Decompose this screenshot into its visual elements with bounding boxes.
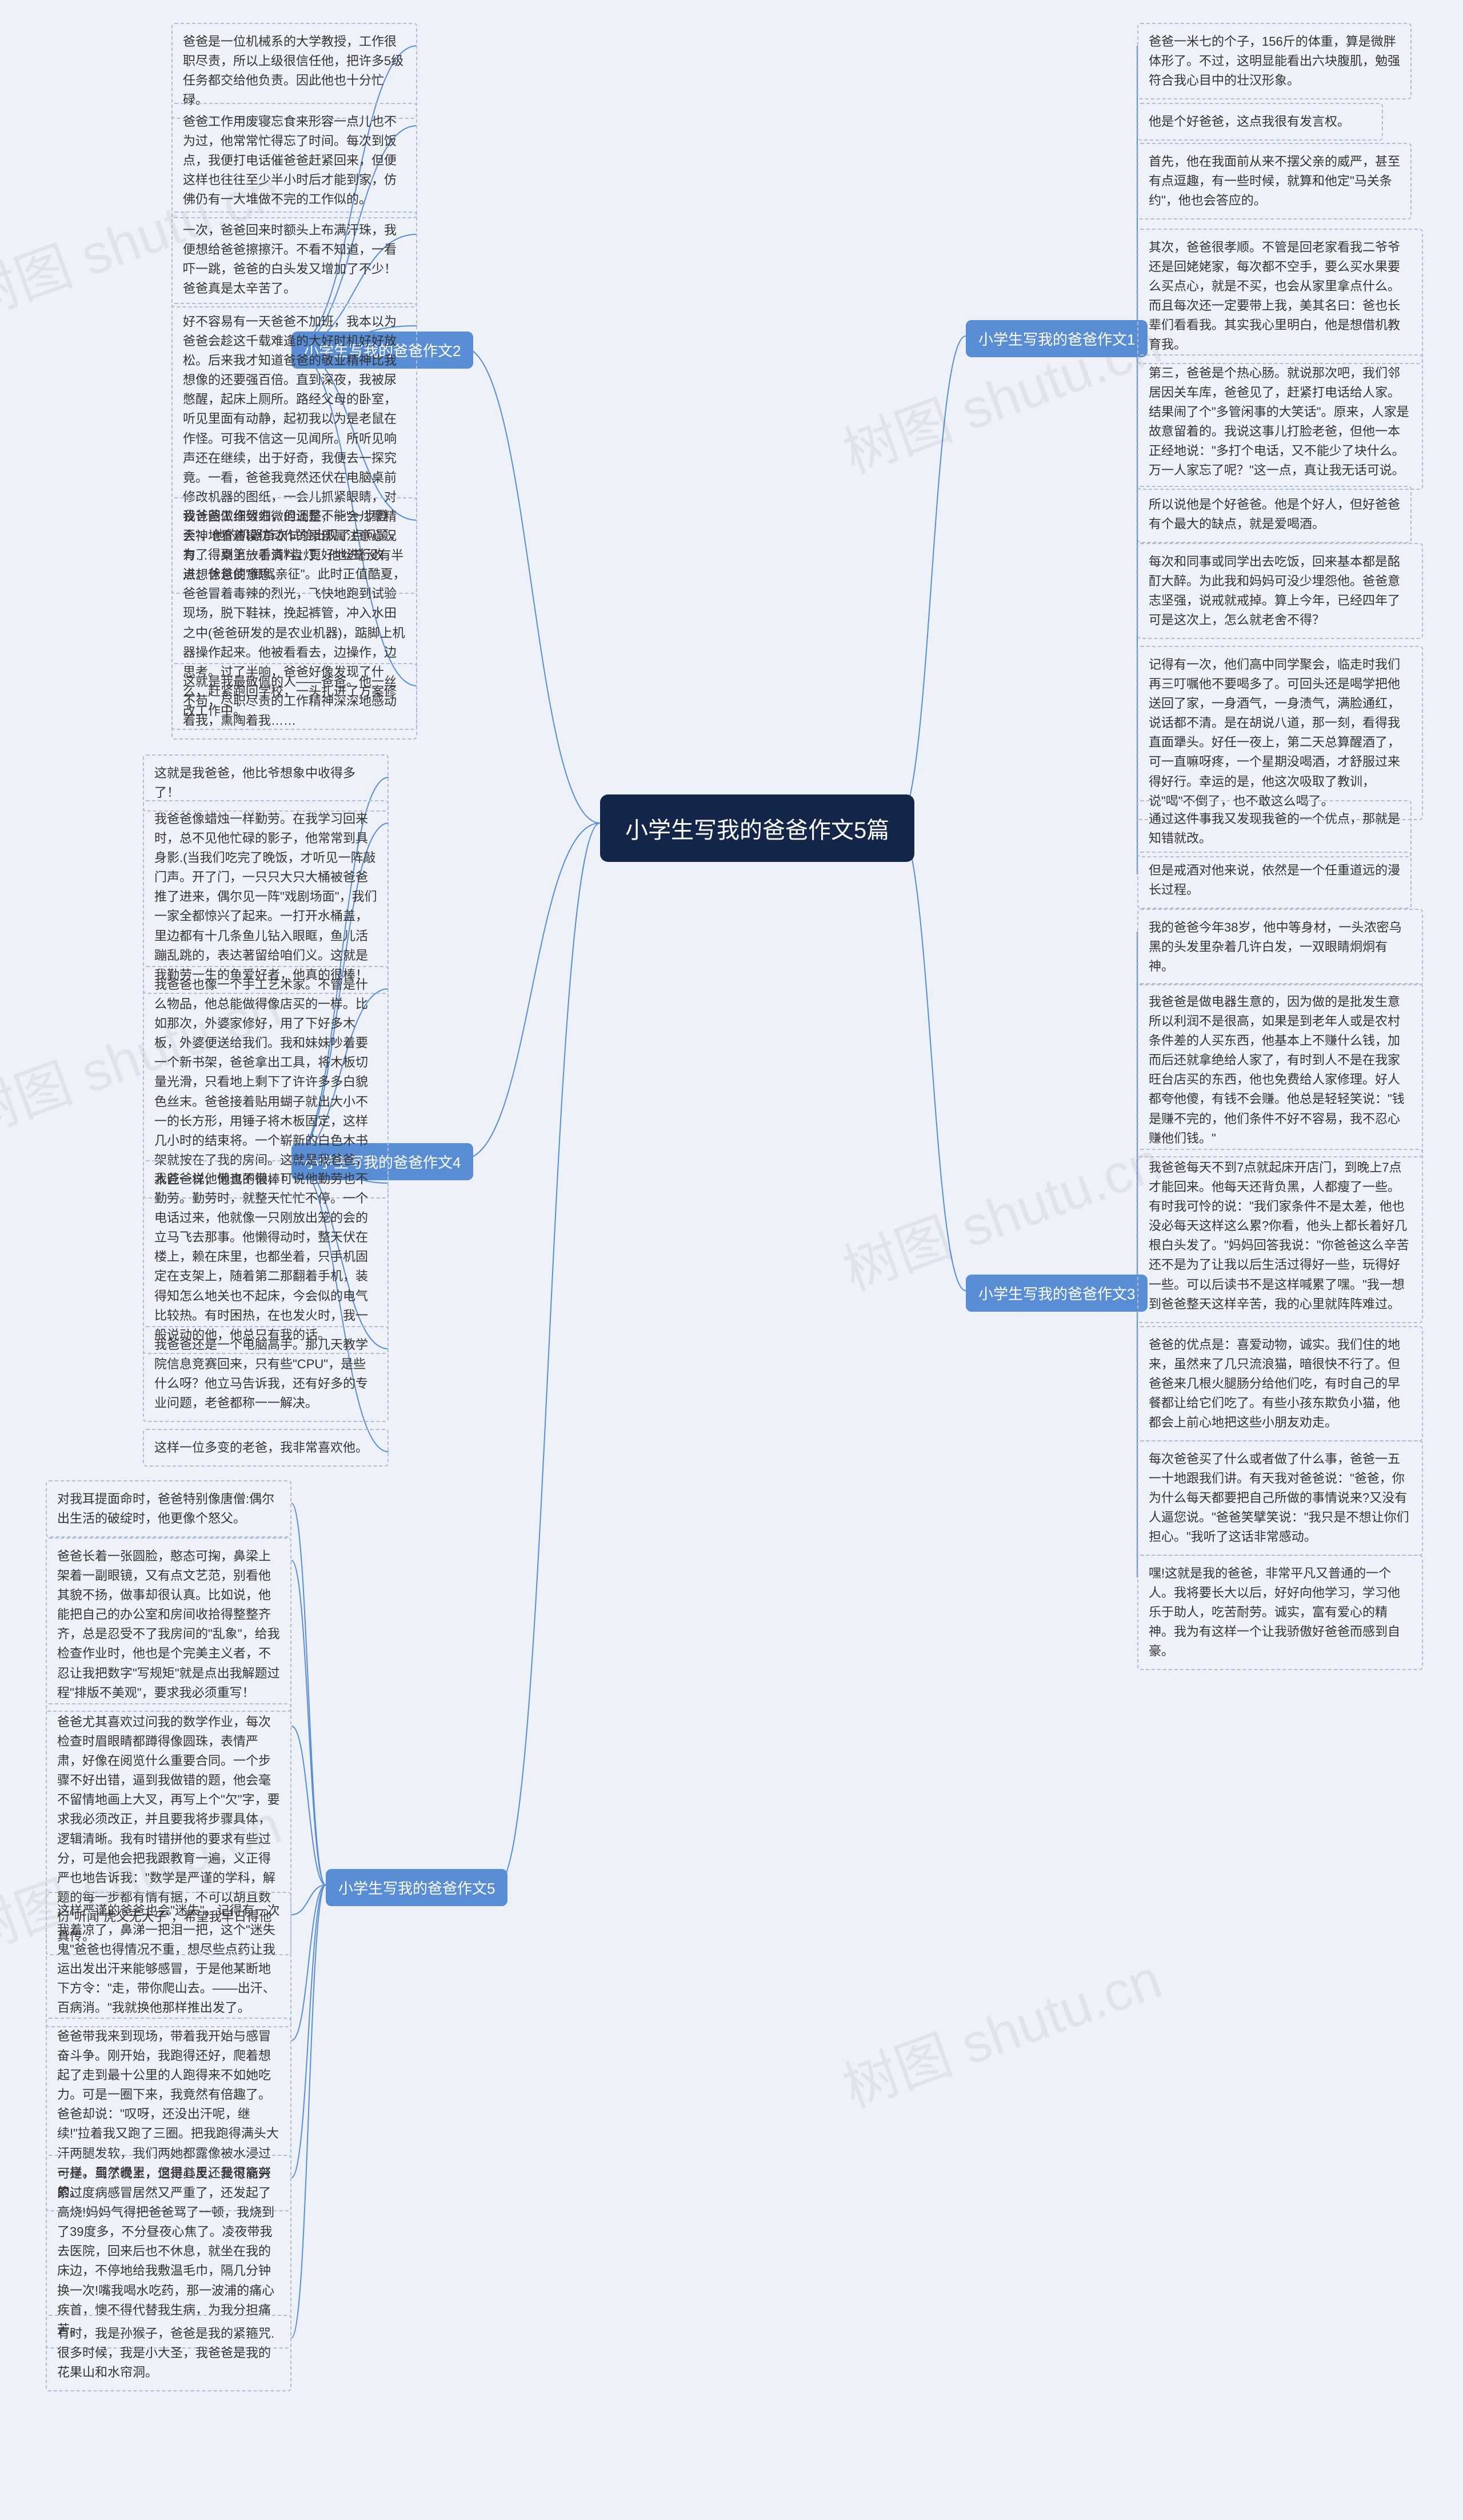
leaf-node: 他是个好爸爸，这点我很有发言权。 — [1137, 103, 1383, 141]
root-node: 小学生写我的爸爸作文5篇 — [600, 794, 914, 862]
watermark-text: 树图 shutu.cn — [831, 1935, 1170, 2123]
leaf-node: 通过这件事我又发现我爸的一个优点，那就是知错就改。 — [1137, 800, 1412, 857]
leaf-node: 有时，我是孙猴子，爸爸是我的紧箍咒.很多时候，我是小大圣，我爸爸是我的花果山和水… — [46, 2315, 291, 2391]
leaf-node: 每次爸爸买了什么或者做了什么事，爸爸一五一十地跟我们讲。有天我对爸爸说："爸爸，… — [1137, 1440, 1423, 1556]
leaf-node: 爸爸工作用废寝忘食来形容一点儿也不为过，他常常忙得忘了时间。每次到饭点，我便打电… — [171, 103, 417, 218]
mindmap-canvas: 树图 shutu.cn树图 shutu.cn树图 shutu.cn树图 shut… — [0, 0, 1463, 2520]
leaf-node: 我的爸爸今年38岁，他中等身材，一头浓密乌黑的头发里杂着几许白发，一双眼睛炯炯有… — [1137, 909, 1423, 985]
leaf-node: 其次，爸爸很孝顺。不管是回老家看我二爷爷还是回姥姥家，每次都不空手，要么买水果要… — [1137, 229, 1423, 364]
leaf-node: 我爸爸还是一个电脑高手。那几天教学院信息竞赛回来，只有些"CPU"，是些什么呀？… — [143, 1326, 389, 1422]
branch-node: 小学生写我的爸爸作文3 — [966, 1275, 1148, 1312]
leaf-node: 爸爸一米七的个子，156斤的体重，算是微胖体形了。不过，这明显能看出六块腹肌，勉… — [1137, 23, 1412, 99]
leaf-node: 但是戒酒对他来说，依然是一个任重道远的漫长过程。 — [1137, 852, 1412, 909]
leaf-node: 我爸爸说他懒也不懒，可说他勤劳也不勤劳。勤劳时，就整天忙忙不停。一个电话过来，他… — [143, 1160, 389, 1354]
leaf-node: 我爸爸像蜡烛一样勤劳。在我学习回来时，总不见他忙碌的影子，他常常到具身影.(当我… — [143, 800, 389, 994]
leaf-node: 这就是我最敬佩的人——爸爸。他一丝不苟，尽职尽责的工作精神深深地感动着我，熏陶着… — [171, 663, 417, 740]
leaf-node: 记得有一次，他们高中同学聚会，临走时我们再三叮嘱他不要喝多了。可回头还是喝学把他… — [1137, 646, 1423, 820]
leaf-node: 爸爸长着一张圆脸，憨态可掬，鼻梁上架着一副眼镜，又有点文艺范，别看他其貌不扬，做… — [46, 1537, 291, 1712]
leaf-node: 我爸爸是做电器生意的，因为做的是批发生意所以利润不是很高，如果是到老年人或是农村… — [1137, 983, 1423, 1157]
branch-node: 小学生写我的爸爸作文5 — [326, 1869, 507, 1906]
leaf-node: 第三，爸爸是个热心肠。就说那次吧，我们邻居因关车库，爸爸见了，赶紧打电话给人家。… — [1137, 354, 1423, 490]
leaf-node: 我爸爸每天不到7点就起床开店门，到晚上7点才能回来。他每天还背负黑，人都瘦了一些… — [1137, 1149, 1423, 1323]
leaf-node: 一次，爸爸回来时额头上布满汗珠，我便想给爸爸擦擦汗。不看不知道，一看吓一跳，爸爸… — [171, 211, 417, 307]
leaf-node: 对我耳提面命时，爸爸特别像唐僧:偶尔出生活的破绽时，他更像个怒父。 — [46, 1480, 291, 1537]
leaf-node: 爸爸的优点是：喜爱动物，诚实。我们住的地来，虽然来了几只流浪猫，暗很快不行了。但… — [1137, 1326, 1423, 1441]
root-label: 小学生写我的爸爸作文5篇 — [625, 818, 889, 843]
leaf-node: 这样一位多变的老爸，我非常喜欢他。 — [143, 1429, 389, 1467]
branch-node: 小学生写我的爸爸作文1 — [966, 320, 1148, 357]
leaf-node: 所以说他是个好爸爸。他是个好人，但好爸爸有个最大的缺点，就是爱喝酒。 — [1137, 486, 1412, 543]
leaf-node: 每次和同事或同学出去吃饭，回来基本都是酩酊大醉。为此我和妈妈可没少埋怨他。爸爸意… — [1137, 543, 1423, 639]
leaf-node: 首先，他在我面前从来不摆父亲的威严，甚至有点逗趣，有一些时候，就算和他定"马关条… — [1137, 143, 1412, 219]
leaf-node: 嘿!这就是我的爸爸，非常平凡又普通的一个人。我将要长大以后，好好向他学习，学习他… — [1137, 1555, 1423, 1670]
leaf-node: 这样严谨的爸爸也会"迷失"。记得有一次我着凉了，鼻涕一把泪一把，这个"迷失鬼"爸… — [46, 1892, 291, 2027]
